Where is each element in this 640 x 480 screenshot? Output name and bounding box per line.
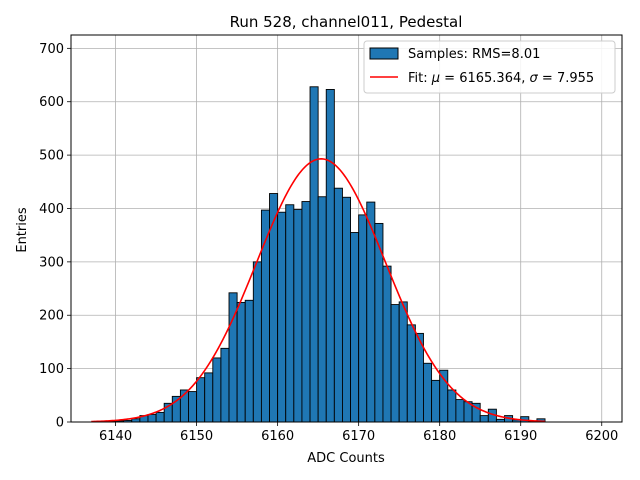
histogram-bar xyxy=(325,88,335,423)
histogram-bar xyxy=(350,232,360,423)
chart-title: Run 528, channel011, Pedestal xyxy=(230,13,463,31)
histogram-bar xyxy=(333,187,343,423)
histogram-bar xyxy=(285,204,295,423)
histogram-bar xyxy=(244,299,254,423)
histogram-bar xyxy=(431,379,441,423)
histogram-bar xyxy=(479,415,489,423)
histogram-bar xyxy=(382,265,392,423)
x-tick-label: 6140 xyxy=(99,429,132,444)
histogram-bar xyxy=(188,391,198,423)
legend-label-fit: Fit: μ = 6165.364, σ = 7.955 xyxy=(408,71,594,86)
x-tick-label: 6150 xyxy=(180,429,213,444)
legend: Samples: RMS=8.01 Fit: μ = 6165.364, σ =… xyxy=(363,40,616,94)
histogram-bar xyxy=(196,377,206,423)
histogram-bar xyxy=(252,261,262,423)
y-tick-label: 0 xyxy=(56,416,64,431)
histogram-bar xyxy=(398,301,408,423)
histogram-bar xyxy=(293,209,303,423)
histogram-bar xyxy=(341,196,352,423)
x-tick-label: 6180 xyxy=(423,429,456,444)
x-tick-label: 6160 xyxy=(261,429,294,444)
histogram-bar xyxy=(317,196,327,423)
y-tick-label: 300 xyxy=(39,255,64,270)
histogram-bar xyxy=(236,301,246,423)
y-tick-label: 600 xyxy=(39,95,64,110)
x-axis: 6140 6150 6160 6170 6180 6190 6200 xyxy=(99,422,618,444)
y-tick-label: 700 xyxy=(39,42,64,57)
histogram-bar xyxy=(204,372,214,423)
histogram-bar xyxy=(212,357,222,423)
fit-curve xyxy=(91,158,546,423)
histogram-bar xyxy=(390,304,400,423)
plot-frame xyxy=(70,34,623,423)
y-tick-label: 400 xyxy=(39,202,64,217)
histogram-bar xyxy=(147,414,157,423)
y-tick-label: 500 xyxy=(39,149,64,164)
histogram-bar xyxy=(406,324,416,423)
y-tick-label: 100 xyxy=(39,362,64,377)
histogram-bar xyxy=(358,214,368,423)
legend-box xyxy=(363,40,616,94)
histogram-bar xyxy=(220,347,230,423)
y-axis: 0 100 200 300 400 500 600 700 xyxy=(39,42,71,431)
x-tick-label: 6190 xyxy=(504,429,537,444)
legend-label-samples: Samples: RMS=8.01 xyxy=(408,47,540,62)
histogram-bar xyxy=(155,411,165,423)
histogram-bar xyxy=(309,86,319,423)
x-axis-label: ADC Counts xyxy=(307,451,385,466)
histogram-bar xyxy=(277,211,287,423)
x-tick-label: 6200 xyxy=(585,429,618,444)
legend-swatch-samples xyxy=(369,47,399,60)
y-tick-label: 200 xyxy=(39,309,64,324)
histogram-bar xyxy=(423,362,433,423)
x-tick-label: 6170 xyxy=(342,429,375,444)
histogram-bar xyxy=(301,201,311,423)
y-axis-label: Entries xyxy=(15,207,30,253)
histogram-bar xyxy=(447,389,457,423)
histogram-bar xyxy=(455,399,465,423)
